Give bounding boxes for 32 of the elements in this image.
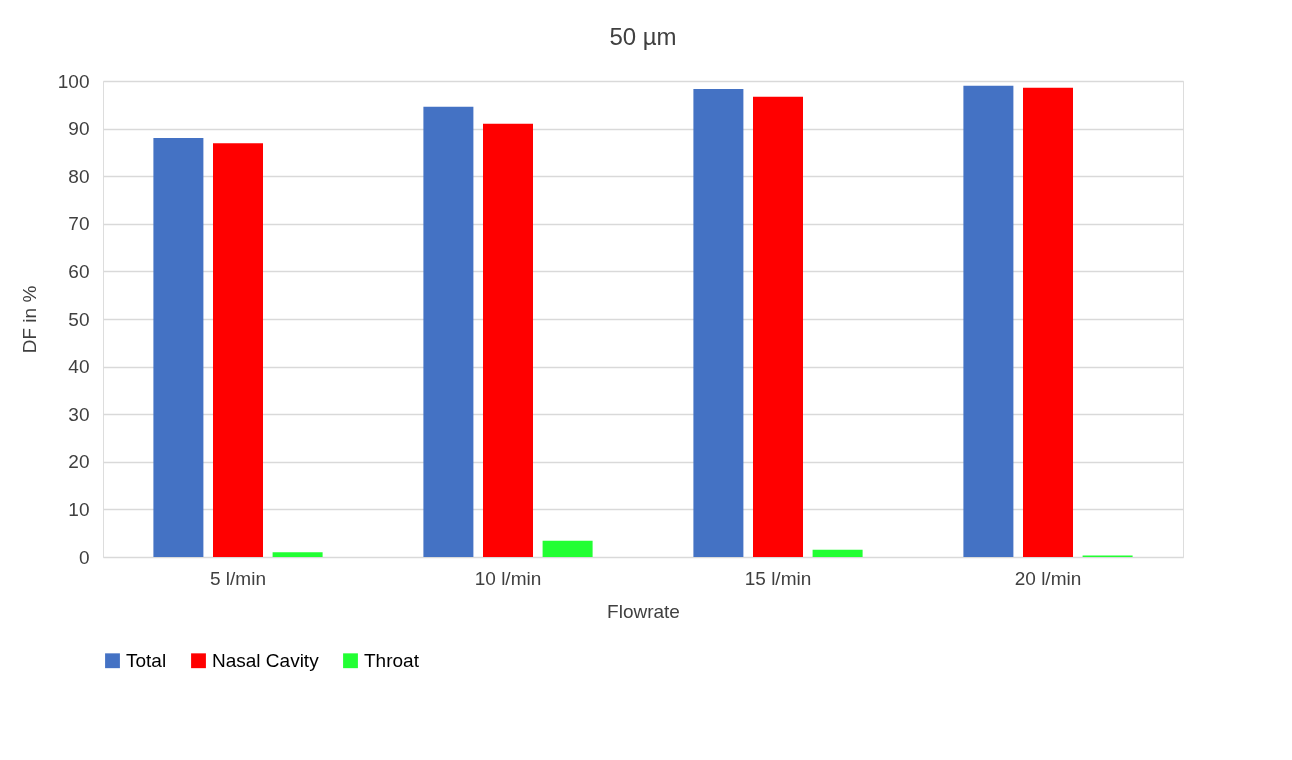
bar: [213, 143, 263, 557]
bar: [753, 96, 803, 557]
x-tick-label: 15 l/min: [744, 567, 812, 589]
y-tick-label: 20: [68, 451, 90, 473]
bar: [272, 552, 323, 557]
y-tick-label: 100: [57, 70, 90, 92]
legend-label: Nasal Cavity: [212, 649, 320, 671]
y-tick-label: 0: [78, 546, 90, 568]
bar: [693, 89, 744, 557]
bar: [1023, 87, 1073, 557]
y-tick-label: 40: [68, 356, 90, 378]
y-tick-label: 30: [68, 403, 90, 425]
x-tick-label: 10 l/min: [474, 567, 542, 589]
bar: [963, 85, 1014, 557]
y-axis-title: DF in %: [18, 285, 40, 354]
y-tick-label: 80: [68, 165, 90, 187]
legend-label: Total: [126, 649, 167, 671]
x-tick-label: 5 l/min: [210, 567, 266, 589]
x-tick-label: 20 l/min: [1014, 567, 1082, 589]
y-tick-label: 60: [68, 260, 90, 282]
bar: [542, 540, 593, 557]
bar: [153, 138, 204, 557]
y-tick-label: 50: [68, 308, 90, 330]
y-tick-label: 90: [68, 118, 90, 140]
bar: [483, 123, 533, 557]
bar: [423, 106, 474, 557]
x-axis-title: Flowrate: [607, 600, 680, 622]
y-tick-label: 10: [68, 498, 90, 520]
bar: [812, 549, 863, 557]
y-tick-label: 70: [68, 213, 90, 235]
chart-title: 50 µm: [609, 23, 677, 50]
legend-label: Throat: [364, 649, 420, 671]
